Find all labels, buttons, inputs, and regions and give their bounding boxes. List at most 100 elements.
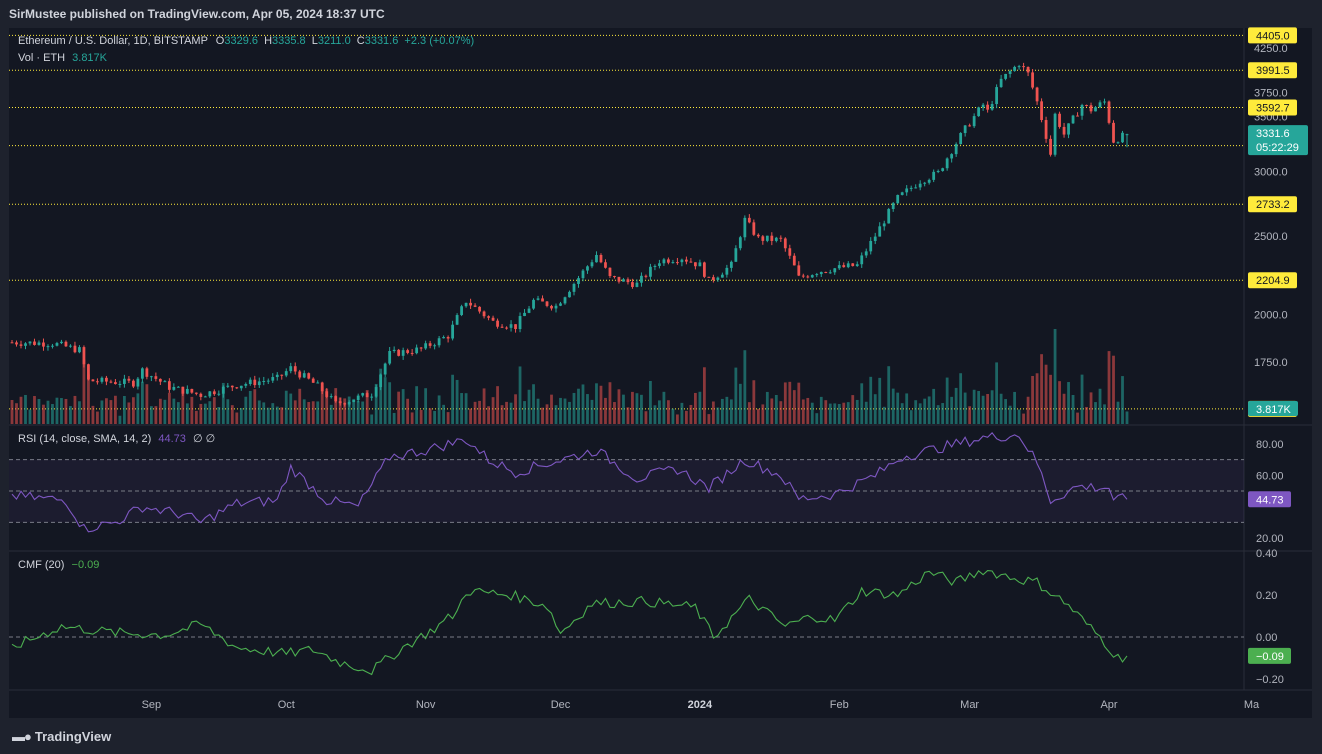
volume-legend[interactable]: Vol · ETH 3.817K: [18, 52, 107, 64]
volume-bar: [779, 401, 783, 424]
volume-bar: [361, 401, 365, 424]
rsi-legend[interactable]: RSI (14, close, SMA, 14, 2) 44.73 ∅ ∅: [18, 432, 215, 445]
candle-body: [851, 263, 855, 267]
volume-bar: [568, 401, 571, 424]
volume-bar: [815, 413, 819, 424]
tradingview-logo-icon: ▬●: [12, 729, 32, 744]
volume-bar: [42, 404, 45, 424]
volume-bar: [765, 391, 769, 424]
candle-body: [482, 311, 486, 317]
candle-body: [698, 262, 702, 267]
candle-body: [424, 343, 428, 349]
volume-bar: [46, 400, 50, 424]
volume-bar: [329, 404, 333, 424]
volume-bar: [338, 397, 342, 424]
candle-body: [78, 347, 81, 353]
candle-body: [1080, 105, 1084, 116]
volume-bar: [127, 402, 131, 424]
candle-body: [608, 267, 612, 277]
candle-body: [819, 271, 823, 275]
volume-bar: [262, 402, 266, 424]
chart-frame[interactable]: [9, 28, 1312, 718]
candle-body: [248, 379, 252, 385]
volume-bar: [860, 383, 864, 424]
time-tick-label: Mar: [960, 699, 979, 711]
volume-bar: [882, 406, 886, 424]
volume-bar: [977, 391, 981, 424]
volume-axis-label: 3.817K: [1256, 404, 1292, 416]
candle-body: [711, 277, 715, 280]
candle-body: [473, 305, 477, 307]
open-label: O: [215, 35, 225, 47]
candle-body: [383, 363, 387, 375]
candle-body: [779, 237, 783, 239]
candle-body: [1112, 122, 1115, 143]
candle-body: [60, 341, 63, 344]
volume-bar: [154, 406, 158, 424]
candle-body: [945, 158, 949, 169]
volume-bar: [918, 403, 922, 424]
volume-bar: [15, 403, 18, 424]
high-label: H: [264, 35, 273, 47]
candle-body: [230, 385, 234, 388]
candle-body: [343, 403, 347, 405]
volume-bar: [909, 410, 913, 424]
volume-bar: [613, 402, 616, 424]
candle-body: [19, 344, 23, 346]
candle-body: [963, 125, 967, 134]
candle-body: [37, 342, 41, 345]
volume-bar: [563, 398, 567, 424]
candle-body: [91, 379, 95, 382]
volume-bar: [599, 385, 603, 424]
candle-body: [689, 261, 693, 263]
candle-body: [370, 396, 374, 398]
price-tick-label: 4250.0: [1254, 43, 1288, 55]
volume-bar: [1103, 404, 1106, 424]
level-label-box: [1248, 272, 1297, 289]
volume-bar: [968, 406, 972, 424]
candle-body: [936, 170, 940, 172]
volume-bar: [190, 396, 194, 424]
candle-body: [752, 222, 756, 235]
volume-bar: [158, 398, 162, 424]
volume-bar: [442, 404, 446, 424]
volume-bar: [374, 383, 378, 424]
volume-bar: [509, 402, 513, 424]
candle-body: [536, 298, 540, 300]
candle-body: [649, 266, 652, 277]
candle-body: [667, 259, 670, 263]
candle-body: [617, 276, 621, 282]
volume-bar: [172, 398, 176, 424]
cmf-legend[interactable]: CMF (20) −0.09: [18, 559, 99, 571]
candle-body: [185, 388, 189, 394]
tradingview-logo[interactable]: ▬● TradingView: [12, 729, 111, 744]
main-legend[interactable]: Ethereum / U.S. Dollar, 1D, BITSTAMP O33…: [18, 35, 474, 47]
candle-body: [545, 301, 549, 306]
volume-bar: [145, 384, 149, 424]
candle-body: [1121, 132, 1124, 143]
candle-body: [73, 345, 77, 353]
volume-bar: [788, 381, 792, 424]
volume-bar: [981, 395, 985, 424]
volume-bar: [891, 388, 895, 424]
volume-bar: [167, 392, 171, 424]
volume-bar: [747, 402, 751, 424]
candle-body: [1116, 142, 1120, 144]
volume-bar: [999, 393, 1003, 424]
price-tick-label: 2000.0: [1254, 310, 1288, 322]
candle-body: [51, 345, 54, 347]
candle-body: [595, 254, 598, 263]
candle-body: [828, 272, 832, 274]
volume-bar: [586, 394, 589, 424]
candle-body: [707, 276, 711, 278]
candle-body: [253, 379, 257, 386]
volume-bar: [662, 391, 666, 424]
volume-bar: [887, 366, 891, 424]
volume-bar: [752, 380, 756, 424]
rsi-tick-label: 80.00: [1256, 439, 1284, 451]
candle-body: [761, 236, 765, 241]
candle-body: [293, 366, 297, 372]
price-tick-label: 3000.0: [1254, 166, 1288, 178]
volume-bar: [379, 368, 383, 424]
